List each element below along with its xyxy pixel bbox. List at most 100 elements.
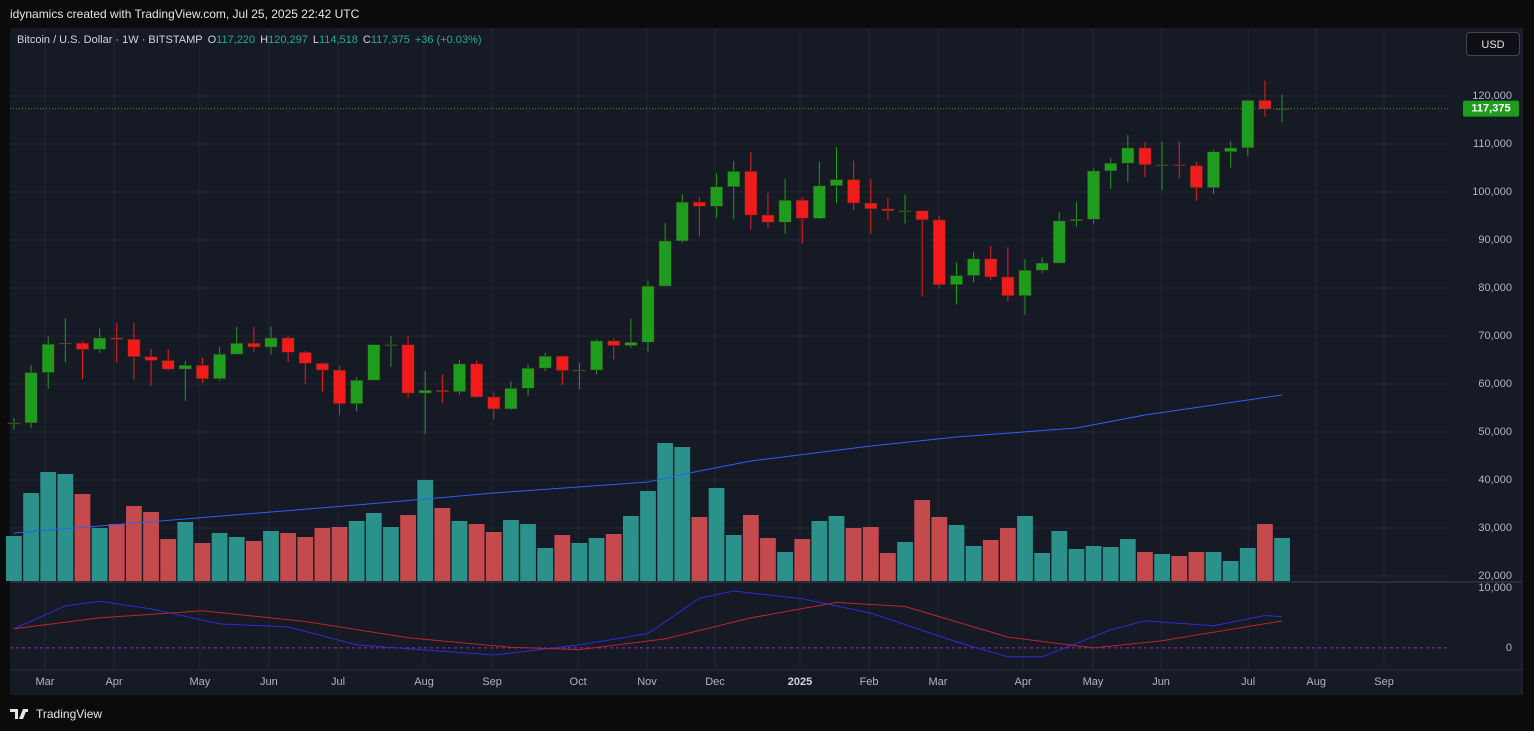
x-tick-label: Aug (1306, 676, 1326, 688)
volume-bar (571, 543, 588, 581)
volume-bar (417, 480, 434, 581)
y-tick-label: 110,000 (1473, 138, 1512, 150)
brand-logo (10, 709, 28, 719)
volume-bar (828, 516, 845, 581)
volume-bar (485, 532, 502, 581)
candle-body (1035, 262, 1049, 271)
candle-body (710, 186, 724, 207)
candle-body (1104, 162, 1118, 172)
volume-bar (1034, 553, 1051, 581)
x-tick-label: Oct (570, 676, 587, 688)
volume-bar (1051, 531, 1068, 581)
footer: TradingView (10, 703, 102, 725)
volume-bar (760, 538, 776, 581)
x-tick-label: Sep (1374, 676, 1394, 688)
volume-bar (537, 548, 554, 581)
y-tick-label: 40,000 (1478, 474, 1512, 486)
x-tick-label: Apr (105, 676, 122, 688)
candle-body (230, 342, 244, 355)
x-tick-label: Apr (1015, 676, 1032, 688)
x-tick-label: May (189, 676, 210, 688)
candle-body (658, 240, 672, 287)
candle-body (1172, 164, 1186, 166)
volume-bar (725, 535, 742, 581)
chart-background (10, 28, 1522, 695)
candle-body (178, 364, 192, 370)
candle-body (470, 363, 484, 398)
legend-key: O (207, 34, 217, 46)
candle-body (898, 210, 912, 213)
candle-body (76, 342, 89, 350)
volume-bar (451, 521, 468, 581)
volume-bar (862, 527, 879, 581)
candle-body (624, 341, 638, 346)
x-tick-label: Jul (331, 676, 345, 688)
volume-bar (1154, 554, 1170, 581)
candle-body (213, 353, 227, 380)
volume-bar (280, 533, 297, 581)
volume-bar (1068, 549, 1085, 581)
x-tick-label: Mar (35, 676, 54, 688)
candle-body (127, 339, 141, 357)
currency-button[interactable]: USD (1466, 32, 1520, 56)
volume-bar (177, 522, 194, 581)
x-tick-label: Jun (260, 676, 278, 688)
candle-body (1138, 147, 1152, 165)
volume-bar (640, 491, 656, 581)
legend-value: 117,375 (370, 34, 410, 46)
y-tick-label: 80,000 (1478, 282, 1512, 294)
candle-body (915, 210, 929, 221)
volume-bar (434, 508, 451, 581)
y-tick-label: 20,000 (1478, 570, 1512, 582)
volume-bar (1171, 556, 1188, 581)
candle-body (264, 337, 278, 348)
volume-bar (1137, 552, 1153, 581)
y-tick-label: 70,000 (1478, 330, 1512, 342)
volume-bar (1274, 538, 1290, 581)
candle-body (435, 389, 449, 392)
x-tick-label: Jun (1152, 676, 1170, 688)
candle-body (93, 337, 107, 350)
volume-bar (1257, 524, 1273, 581)
volume-bar (348, 521, 365, 581)
candle-body (1155, 164, 1169, 166)
candle-body (641, 285, 655, 343)
candle-body (521, 367, 535, 389)
legend-key: H (260, 34, 269, 46)
brand: TradingView (36, 707, 103, 721)
volume-bar (468, 524, 485, 581)
volume-bar (845, 528, 862, 581)
candle-body (967, 258, 981, 276)
volume-bar (126, 506, 142, 581)
candle-body (727, 171, 741, 188)
volume-bar (194, 543, 211, 581)
candle-body (675, 201, 689, 242)
legend-value: 114,518 (318, 34, 358, 46)
candle-body (350, 379, 364, 404)
y-tick-label: 50,000 (1478, 426, 1512, 438)
volume-bar (245, 541, 262, 581)
volume-bar (331, 527, 348, 581)
candle-body (572, 369, 586, 372)
candle-body (1224, 147, 1238, 152)
volume-bar (74, 494, 91, 581)
candle-body (1207, 151, 1220, 188)
candle-body (487, 396, 501, 410)
x-tick-label: Aug (414, 676, 434, 688)
volume-bar (263, 531, 279, 581)
last-price-box (1463, 100, 1519, 117)
volume-bar (297, 537, 314, 581)
y-tick-label: 30,000 (1478, 522, 1512, 534)
candle-body (984, 258, 998, 278)
legend-key: L (312, 34, 319, 46)
candle-body (144, 356, 158, 361)
volume-bar (1222, 561, 1239, 581)
volume-bar (1239, 548, 1256, 581)
last-price-label: 117,375 (1471, 103, 1510, 115)
candle-body (1052, 220, 1066, 264)
candle-body (110, 337, 124, 340)
candle-body (1258, 100, 1272, 110)
legend: Bitcoin / U.S. Dollar · 1W · BITSTAMP O 11… (17, 34, 481, 46)
volume-bar (211, 533, 228, 581)
volume-bar (811, 521, 828, 581)
